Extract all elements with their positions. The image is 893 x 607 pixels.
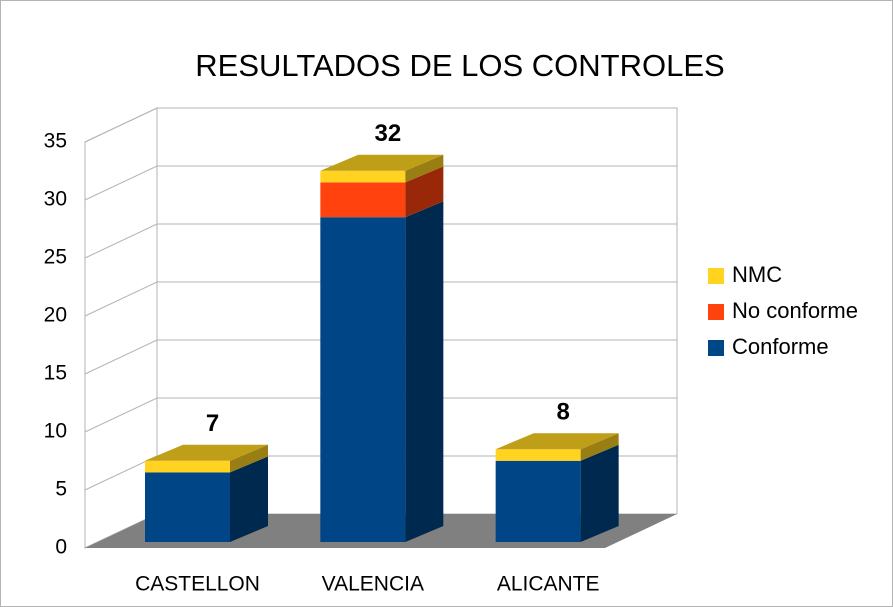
legend-swatch <box>708 304 724 320</box>
legend-label: No conforme <box>732 298 858 323</box>
x-tick-label: VALENCIA <box>322 573 424 596</box>
grid-line <box>84 281 677 317</box>
y-tick-label: 0 <box>55 536 67 559</box>
bar-segment <box>145 460 230 473</box>
grid-line <box>84 165 677 201</box>
bar-side <box>405 154 444 183</box>
data-label: 32 <box>374 120 401 147</box>
bar-segment <box>320 217 406 542</box>
data-label: 8 <box>556 399 569 426</box>
bar-top <box>320 154 444 171</box>
legend-swatch <box>708 268 724 284</box>
legend-label: NMC <box>732 262 782 287</box>
y-tick-label: 5 <box>55 478 67 501</box>
bar-top <box>495 433 619 450</box>
bar-side <box>230 456 268 542</box>
bar-top <box>145 444 268 461</box>
bar-segment <box>320 182 406 218</box>
grid-line <box>84 107 677 143</box>
y-tick-label: 10 <box>44 420 67 443</box>
y-tick-label: 30 <box>44 188 67 211</box>
grid-line <box>84 339 677 375</box>
y-tick-label: 25 <box>44 246 67 269</box>
grid-line <box>84 223 677 259</box>
x-tick-label: ALICANTE <box>497 573 600 596</box>
bar-segment <box>495 449 581 461</box>
data-label: 7 <box>206 410 219 437</box>
bar-side <box>580 433 619 461</box>
x-tick-label: CASTELLON <box>135 573 260 596</box>
bar-segment <box>495 460 581 542</box>
y-tick-label: 35 <box>44 130 67 153</box>
bar-segment <box>320 170 406 183</box>
bar-side <box>230 444 268 473</box>
legend-label: Conforme <box>732 334 829 359</box>
bar-side <box>405 166 444 218</box>
chart-title: RESULTADOS DE LOS CONTROLES <box>195 48 724 83</box>
bar-segment <box>145 472 230 542</box>
legend-swatch <box>708 340 724 356</box>
y-tick-label: 20 <box>44 304 67 327</box>
bar-side <box>580 444 619 542</box>
grid-line <box>84 397 677 433</box>
bar-side <box>405 201 444 542</box>
y-tick-label: 15 <box>44 362 67 385</box>
